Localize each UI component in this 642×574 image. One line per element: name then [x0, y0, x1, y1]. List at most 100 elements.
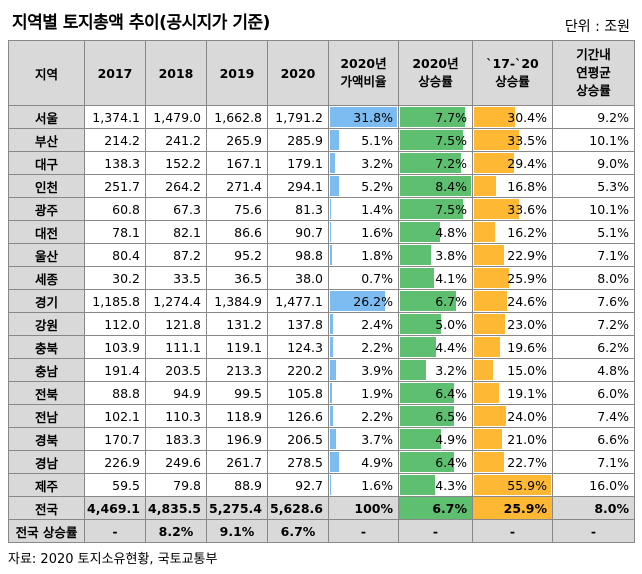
growth-value: 7.2% [435, 155, 467, 171]
value-cell-2019: 167.1 [206, 151, 268, 175]
growth-value: 4.3% [435, 477, 467, 493]
region-cell: 세종 [8, 266, 85, 290]
g1720-cell: 33.5% [472, 128, 553, 152]
value-cell-2017: 226.9 [84, 450, 146, 474]
g1720-bar [474, 130, 520, 150]
value-cell-2018: 8.2% [145, 519, 207, 543]
value-cell-2018: 241.2 [145, 128, 207, 152]
growth-bar [400, 291, 457, 311]
value-cell-2019: 261.7 [206, 450, 268, 474]
g1720-cell: 25.9% [472, 266, 553, 290]
share-cell: 3.2% [328, 151, 399, 175]
share-bar [330, 199, 332, 219]
growth-bar [400, 337, 437, 357]
value-cell-2019: 196.9 [206, 427, 268, 451]
region-cell: 부산 [8, 128, 85, 152]
value-cell-2017: 60.8 [84, 197, 146, 221]
growth-bar [400, 475, 436, 495]
table-row: 광주 60.8 67.3 75.6 81.3 1.4% 7.5% 33.6% 10.1% [8, 197, 635, 221]
share-cell: 1.4% [328, 197, 399, 221]
value-cell-2020: 206.5 [267, 427, 329, 451]
growth-bar [400, 245, 432, 265]
growth-value: 4.4% [435, 339, 467, 355]
share-value: 5.2% [361, 178, 393, 194]
growth-value: 6.4% [435, 454, 467, 470]
value-cell-2017: 80.4 [84, 243, 146, 267]
g1720-cell: 30.4% [472, 105, 553, 129]
value-cell-2018: 183.3 [145, 427, 207, 451]
value-cell-2018: 94.9 [145, 381, 207, 405]
region-cell: 강원 [8, 312, 85, 336]
region-cell: 대전 [8, 220, 85, 244]
share-value: 1.9% [361, 385, 393, 401]
share-value: 26.2% [353, 293, 393, 309]
avg-cell: 6.2% [552, 335, 635, 359]
value-cell-2019: 119.1 [206, 335, 268, 359]
value-cell-2019: 86.6 [206, 220, 268, 244]
share-bar [330, 406, 333, 426]
value-cell-2020: 81.3 [267, 197, 329, 221]
value-cell-2019: 95.2 [206, 243, 268, 267]
growth-value: 3.8% [435, 247, 467, 263]
growth-cell: 6.7% [398, 289, 473, 313]
value-cell-2019: 88.9 [206, 473, 268, 497]
share-value: 1.4% [361, 201, 393, 217]
table-row: 대전 78.1 82.1 86.6 90.7 1.6% 4.8% 16.2% 5.1% [8, 220, 635, 244]
value-cell-2020: 124.3 [267, 335, 329, 359]
region-cell: 울산 [8, 243, 85, 267]
avg-cell: 10.1% [552, 197, 635, 221]
avg-cell: 7.1% [552, 243, 635, 267]
g1720-cell: 16.2% [472, 220, 553, 244]
header-share: 2020년 가액비율 [328, 40, 399, 106]
g1720-value: 33.6% [507, 201, 547, 217]
share-bar [330, 291, 385, 311]
g1720-cell: 33.6% [472, 197, 553, 221]
header-growth-1720: `17-`20 상승률 [472, 40, 553, 106]
table-row: 서울 1,374.1 1,479.0 1,662.8 1,791.2 31.8% 7.7% 3… [8, 105, 635, 129]
growth-cell: 8.4% [398, 174, 473, 198]
header-growth-1720-line: 상승률 [495, 74, 530, 89]
share-value: 0.7% [361, 270, 393, 286]
value-cell-2018: 79.8 [145, 473, 207, 497]
value-cell-2019: 1,384.9 [206, 289, 268, 313]
g1720-value: 16.8% [507, 178, 547, 194]
value-cell-2019: 118.9 [206, 404, 268, 428]
region-cell: 서울 [8, 105, 85, 129]
g1720-value: 16.2% [507, 224, 547, 240]
g1720-bar [474, 360, 494, 380]
table-row: 세종 30.2 33.5 36.5 38.0 0.7% 4.1% 25.9% 8.0% [8, 266, 635, 290]
g1720-bar [474, 337, 500, 357]
avg-cell: 4.8% [552, 358, 635, 382]
growth-value: 3.2% [435, 362, 467, 378]
value-cell-2017: 1,185.8 [84, 289, 146, 313]
share-cell: 2.2% [328, 404, 399, 428]
region-cell: 인천 [8, 174, 85, 198]
total-row: 전국 4,469.1 4,835.5 5,275.4 5,628.6 100% 6.7% 25… [8, 496, 635, 520]
table-row: 강원 112.0 121.8 131.2 137.8 2.4% 5.0% 23.0% 7.2% [8, 312, 635, 336]
header-2018: 2018 [145, 40, 207, 106]
value-cell-2020: 90.7 [267, 220, 329, 244]
region-cell: 전국 상승률 [8, 519, 85, 543]
value-cell-2020: 1,477.1 [267, 289, 329, 313]
table-row: 전북 88.8 94.9 99.5 105.8 1.9% 6.4% 19.1% 6.0% [8, 381, 635, 405]
g1720-value: 15.0% [507, 362, 547, 378]
value-cell-2018: 264.2 [145, 174, 207, 198]
growth-bar [400, 406, 455, 426]
value-cell-2017: 1,374.1 [84, 105, 146, 129]
growth-value: 6.7% [432, 500, 467, 516]
table-header-row: 지역 2017 2018 2019 2020 2020년 가액비율 2020년 … [8, 40, 635, 106]
share-value: 4.9% [361, 454, 393, 470]
g1720-bar [474, 222, 495, 242]
growth-value: 4.1% [435, 270, 467, 286]
share-cell: 3.9% [328, 358, 399, 382]
g1720-bar [474, 383, 499, 403]
share-value: 3.9% [361, 362, 393, 378]
share-cell: 0.7% [328, 266, 399, 290]
g1720-bar [474, 406, 506, 426]
growth-bar [400, 268, 434, 288]
table-row: 부산 214.2 241.2 265.9 285.9 5.1% 7.5% 33.5% 10.1% [8, 128, 635, 152]
table-row: 충남 191.4 203.5 213.3 220.2 3.9% 3.2% 15.0% 4.8% [8, 358, 635, 382]
growth-value: 4.8% [435, 224, 467, 240]
g1720-value: 25.9% [503, 500, 547, 516]
value-cell-2018: 121.8 [145, 312, 207, 336]
